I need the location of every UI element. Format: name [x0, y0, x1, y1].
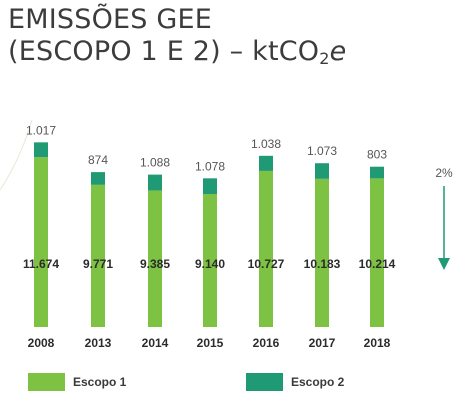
- x-tick-label-2017: 2017: [309, 336, 336, 350]
- data-label-escopo1-2015: 9.140: [195, 257, 225, 271]
- bar-escopo2-2018: [370, 166, 384, 179]
- data-label-escopo1-2013: 9.771: [83, 257, 113, 271]
- bar-escopo1-2016: [259, 170, 273, 327]
- x-tick-label-2018: 2018: [364, 336, 391, 350]
- x-tick-label-2016: 2016: [253, 336, 280, 350]
- legend-swatch-escopo1: [28, 373, 65, 391]
- bar-escopo2-2015: [203, 178, 217, 195]
- legend-label-escopo1: Escopo 1: [73, 375, 127, 389]
- data-label-escopo2-2015: 1.078: [195, 159, 225, 173]
- bar-escopo1-2015: [203, 194, 217, 327]
- legend-label-escopo2: Escopo 2: [291, 375, 345, 389]
- bar-escopo1-2018: [370, 178, 384, 327]
- x-tick-label-2014: 2014: [142, 336, 169, 350]
- legend-item-escopo1: Escopo 1: [28, 373, 126, 391]
- legend-swatch-escopo2: [246, 373, 283, 391]
- data-label-escopo1-2008: 11.674: [23, 257, 59, 271]
- data-label-escopo1-2017: 10.183: [304, 257, 341, 271]
- data-label-escopo2-2013: 874: [88, 153, 108, 167]
- data-label-escopo2-2008: 1.017: [26, 123, 56, 137]
- bar-escopo2-2014: [148, 174, 162, 191]
- data-label-escopo2-2014: 1.088: [140, 156, 170, 170]
- bar-escopo1-2008: [34, 157, 48, 327]
- bar-escopo1-2013: [91, 184, 105, 327]
- legend-item-escopo2: Escopo 2: [246, 373, 344, 391]
- title-line-2-prefix: (ESCOPO 1 E 2) – ktCO: [8, 36, 320, 67]
- data-label-escopo1-2018: 10.214: [359, 257, 396, 271]
- title-line-2-suffix: e: [329, 36, 347, 67]
- title-subscript: 2: [319, 49, 330, 68]
- data-label-escopo1-2014: 9.385: [140, 257, 170, 271]
- x-tick-label-2008: 2008: [28, 336, 55, 350]
- bar-escopo2-2008: [34, 142, 48, 158]
- chart-title: EMISSÕES GEE (ESCOPO 1 E 2) – ktCO2e: [8, 4, 346, 68]
- data-label-escopo2-2018: 803: [367, 148, 387, 162]
- decorative-curve: [0, 120, 33, 191]
- bar-escopo1-2014: [148, 190, 162, 327]
- bar-escopo2-2017: [315, 163, 329, 179]
- data-label-escopo2-2017: 1.073: [307, 144, 337, 158]
- title-line-1: EMISSÕES GEE: [8, 4, 213, 35]
- data-label-escopo2-2016: 1.038: [251, 137, 281, 151]
- x-tick-label-2013: 2013: [85, 336, 112, 350]
- trend-label: 2%: [435, 166, 453, 180]
- data-label-escopo1-2016: 10.727: [248, 257, 285, 271]
- x-tick-label-2015: 2015: [197, 336, 224, 350]
- legend: Escopo 1 Escopo 2: [0, 373, 474, 397]
- bar-escopo1-2017: [315, 178, 329, 327]
- bar-escopo2-2013: [91, 172, 105, 185]
- title-line-2: (ESCOPO 1 E 2) – ktCO2e: [8, 36, 346, 68]
- bar-chart: 1.017 11.674 2008 874 9.771 2013 1.088 9.385 201…: [23, 123, 453, 350]
- trend-arrow-head: [438, 258, 450, 270]
- bar-escopo2-2016: [259, 155, 273, 171]
